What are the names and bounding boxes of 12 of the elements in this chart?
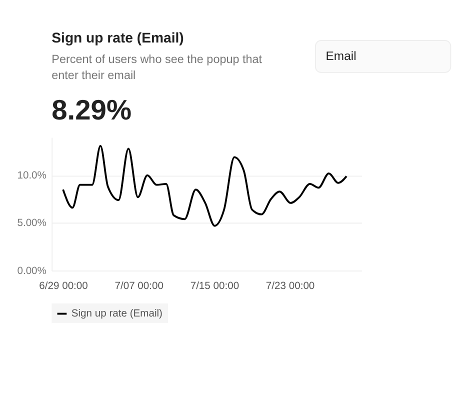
y-tick-label: 5.00% — [17, 218, 46, 230]
y-tick-label: 0.00% — [17, 266, 46, 277]
x-tick-label: 7/15 00:00 — [190, 280, 240, 292]
chart-subtitle: Percent of users who see the popup that enter their email — [52, 53, 263, 82]
text: 8.29% — [52, 94, 132, 126]
x-tick-label: 7/23 00:00 — [266, 280, 315, 292]
x-tick-label: 7/07 00:00 — [114, 280, 164, 292]
text: Email — [326, 49, 356, 64]
legend-label: Sign up rate (Email) — [71, 308, 162, 320]
y-tick-label: 10.0% — [17, 170, 46, 182]
chart-title: Sign up rate (Email) — [52, 29, 184, 46]
x-tick-label: 6/29 00:00 — [39, 280, 88, 292]
